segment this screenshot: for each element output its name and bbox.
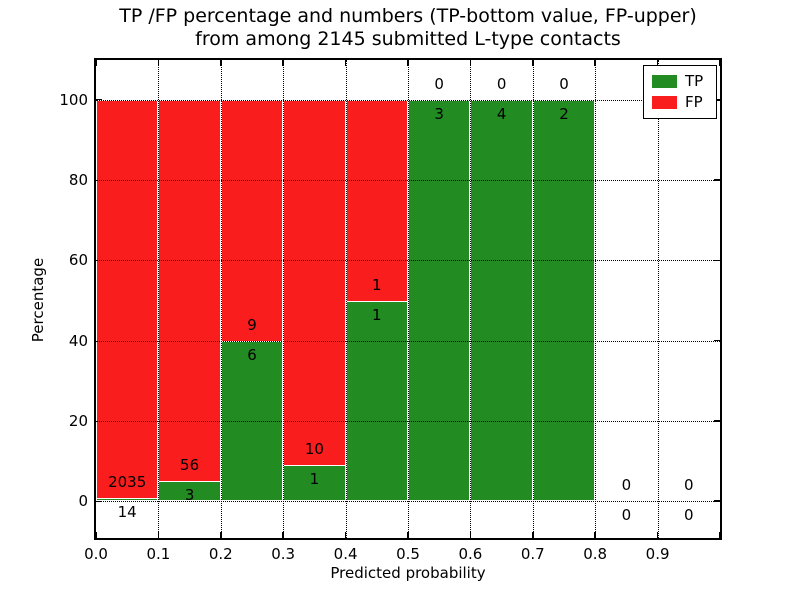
x-tickmark-top <box>719 60 721 66</box>
fp-count-label: 0 <box>621 476 632 494</box>
tp-count-label: 6 <box>247 345 257 364</box>
gridline-vertical <box>220 60 222 538</box>
bar-segment-tp <box>345 300 408 501</box>
bar-segment-tp <box>470 100 533 501</box>
legend-entry-fp: FP <box>652 92 708 113</box>
tp-count-label: 3 <box>184 485 195 504</box>
legend-label: TP <box>685 72 704 90</box>
y-tick-label: 0 <box>78 492 88 510</box>
legend: TP FP <box>643 65 717 119</box>
gridline-vertical <box>345 60 347 538</box>
legend-swatch-tp <box>652 75 677 88</box>
tp-count-label: 4 <box>496 105 507 123</box>
bar-segment-fp <box>345 100 408 302</box>
gridline-vertical <box>657 60 659 538</box>
gridline-vertical <box>470 60 472 538</box>
tp-count-label: 3 <box>434 105 444 123</box>
tp-count-label: 14 <box>117 503 137 522</box>
fp-count-label: 0 <box>559 75 569 93</box>
x-tick-label: 0.8 <box>583 545 608 563</box>
fp-count-label: 10 <box>304 439 324 458</box>
x-tick-label: 0.4 <box>333 545 358 563</box>
y-tick-label: 40 <box>68 331 88 350</box>
x-tick-label: 0.2 <box>208 545 233 563</box>
tp-count-label: 2 <box>559 105 569 123</box>
bar-segment-fp <box>220 100 284 342</box>
legend-swatch-fp <box>652 96 677 109</box>
gridline-vertical <box>158 60 160 538</box>
x-tick-label: 0.7 <box>520 545 545 563</box>
x-tick-label: 0.9 <box>645 545 670 563</box>
x-tickmark <box>95 532 97 538</box>
gridline-vertical <box>408 60 409 538</box>
y-axis-label: Percentage <box>29 257 47 343</box>
y-tick-label: 20 <box>68 411 88 430</box>
x-tick-label: 0.3 <box>271 545 296 563</box>
fp-count-label: 0 <box>496 75 507 93</box>
x-tickmark <box>719 532 721 538</box>
x-tickmark-top <box>95 60 97 66</box>
bar-segment-fp <box>283 100 346 466</box>
x-tick-label: 0.6 <box>458 545 483 563</box>
fp-count-label: 2035 <box>108 473 147 492</box>
chart-title-line1: TP /FP percentage and numbers (TP-bottom… <box>119 5 697 27</box>
tp-count-label: 0 <box>621 506 632 524</box>
x-axis-label: Predicted probability <box>330 564 486 582</box>
fp-count-label: 1 <box>372 275 382 294</box>
y-tick-label: 100 <box>59 91 88 109</box>
x-tick-label: 0.0 <box>84 545 108 563</box>
tp-count-label: 0 <box>684 506 694 524</box>
bar-segment-fp <box>158 100 221 482</box>
chart-title-line2: from among 2145 submitted L-type contact… <box>195 28 621 50</box>
x-tick-label: 0.5 <box>396 545 420 563</box>
tp-count-label: 1 <box>372 305 382 324</box>
gridline-vertical <box>595 60 597 538</box>
fp-count-label: 0 <box>684 476 694 494</box>
bar-segment-tp <box>408 100 471 501</box>
fp-count-label: 0 <box>434 75 444 93</box>
plot-area: TP FP 2035 14 56 3 9 6 10 1 1 1 0 3 0 4 0 2 0 0 0 0 0 20 40 60 80… <box>59 58 722 563</box>
legend-label: FP <box>685 93 703 111</box>
fp-count-label: 9 <box>247 315 257 334</box>
bar-segment-tp <box>220 340 284 501</box>
gridline-vertical <box>283 60 285 538</box>
bar-segment-tp <box>532 100 596 501</box>
chart-title: TP /FP percentage and numbers (TP-bottom… <box>96 5 720 51</box>
fp-count-label: 56 <box>180 455 200 474</box>
legend-entry-tp: TP <box>652 71 708 92</box>
x-tick-label: 0.1 <box>146 545 171 563</box>
bar-segment-fp <box>96 100 159 500</box>
tp-count-label: 1 <box>309 469 320 488</box>
gridline-vertical <box>532 60 534 538</box>
y-tick-label: 80 <box>68 171 88 190</box>
y-tick-label: 60 <box>68 251 88 270</box>
